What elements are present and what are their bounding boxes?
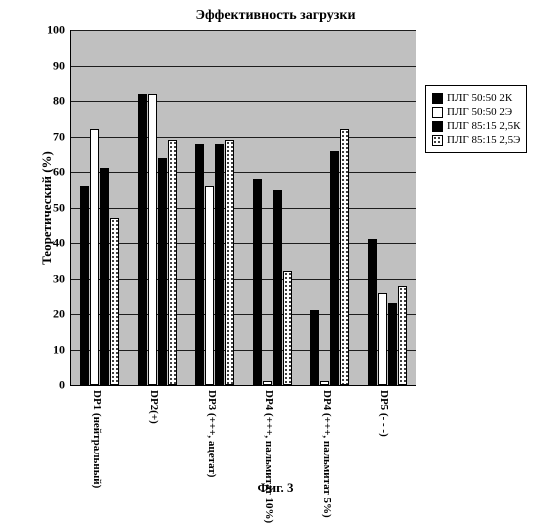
- y-tick-label: 100: [35, 23, 65, 38]
- grid-line: [71, 208, 416, 209]
- legend-label: ПЛГ 85:15 2,5Э: [447, 134, 520, 146]
- legend-item: ПЛГ 50:50 2Э: [432, 106, 520, 118]
- legend-label: ПЛГ 50:50 2К: [447, 92, 512, 104]
- bar: [368, 239, 377, 385]
- y-tick-label: 90: [35, 58, 65, 73]
- y-tick-label: 0: [35, 378, 65, 393]
- y-tick-label: 40: [35, 236, 65, 251]
- bar: [205, 186, 214, 385]
- plot-area: [70, 30, 416, 386]
- bar: [158, 158, 167, 385]
- x-tick-label: DP4 (+++, пальмитат 5%): [321, 390, 333, 518]
- grid-line: [71, 243, 416, 244]
- bar: [273, 190, 282, 385]
- bar: [283, 271, 292, 385]
- grid-line: [71, 279, 416, 280]
- bar: [110, 218, 119, 385]
- chart-title: Эффективность загрузки: [0, 8, 551, 24]
- bar: [168, 140, 177, 385]
- bar: [148, 94, 157, 385]
- grid-line: [71, 314, 416, 315]
- bar: [340, 129, 349, 385]
- figure-caption: Фиг. 3: [0, 480, 551, 496]
- bar: [310, 310, 319, 385]
- legend-swatch: [432, 135, 443, 146]
- bar: [195, 144, 204, 385]
- x-tick-label: DP3 (+++, ацетат): [206, 390, 218, 477]
- bar: [215, 144, 224, 385]
- grid-line: [71, 137, 416, 138]
- grid-line: [71, 172, 416, 173]
- legend-label: ПЛГ 85:15 2,5К: [447, 120, 520, 132]
- bar: [330, 151, 339, 385]
- bar-group: [310, 129, 349, 385]
- y-tick-label: 30: [35, 271, 65, 286]
- grid-line: [71, 101, 416, 102]
- y-tick-label: 80: [35, 94, 65, 109]
- bar: [398, 286, 407, 385]
- bar: [378, 293, 387, 385]
- legend-swatch: [432, 93, 443, 104]
- bar: [253, 179, 262, 385]
- y-tick-label: 50: [35, 200, 65, 215]
- legend-swatch: [432, 107, 443, 118]
- bar: [80, 186, 89, 385]
- y-tick-label: 20: [35, 307, 65, 322]
- x-tick-label: DP4 (+++, пальмитат 10%): [263, 390, 275, 523]
- grid-line: [71, 30, 416, 31]
- legend-item: ПЛГ 85:15 2,5К: [432, 120, 520, 132]
- bar-group: [195, 140, 234, 385]
- grid-line: [71, 385, 416, 386]
- bar-group: [80, 129, 119, 385]
- bar: [388, 303, 397, 385]
- grid-line: [71, 350, 416, 351]
- legend-label: ПЛГ 50:50 2Э: [447, 106, 512, 118]
- bar-group: [253, 179, 292, 385]
- bar: [138, 94, 147, 385]
- legend-item: ПЛГ 85:15 2,5Э: [432, 134, 520, 146]
- bar: [263, 381, 272, 385]
- bar: [320, 381, 329, 385]
- bar: [100, 168, 109, 385]
- y-tick-label: 70: [35, 129, 65, 144]
- legend-swatch: [432, 121, 443, 132]
- legend: ПЛГ 50:50 2К ПЛГ 50:50 2Э ПЛГ 85:15 2,5К ПЛ…: [425, 85, 527, 153]
- grid-line: [71, 66, 416, 67]
- y-tick-label: 10: [35, 342, 65, 357]
- bar: [90, 129, 99, 385]
- bar-group: [138, 94, 177, 385]
- chart-container: Эффективность загрузки Теоретический (%)…: [0, 0, 551, 500]
- y-tick-label: 60: [35, 165, 65, 180]
- legend-item: ПЛГ 50:50 2К: [432, 92, 520, 104]
- x-tick-label: DP5 (- - -): [378, 390, 390, 437]
- x-tick-label: DP1 (нейтральный): [91, 390, 103, 488]
- bar: [225, 140, 234, 385]
- x-tick-label: DP2(+): [148, 390, 160, 424]
- bar-group: [368, 239, 407, 385]
